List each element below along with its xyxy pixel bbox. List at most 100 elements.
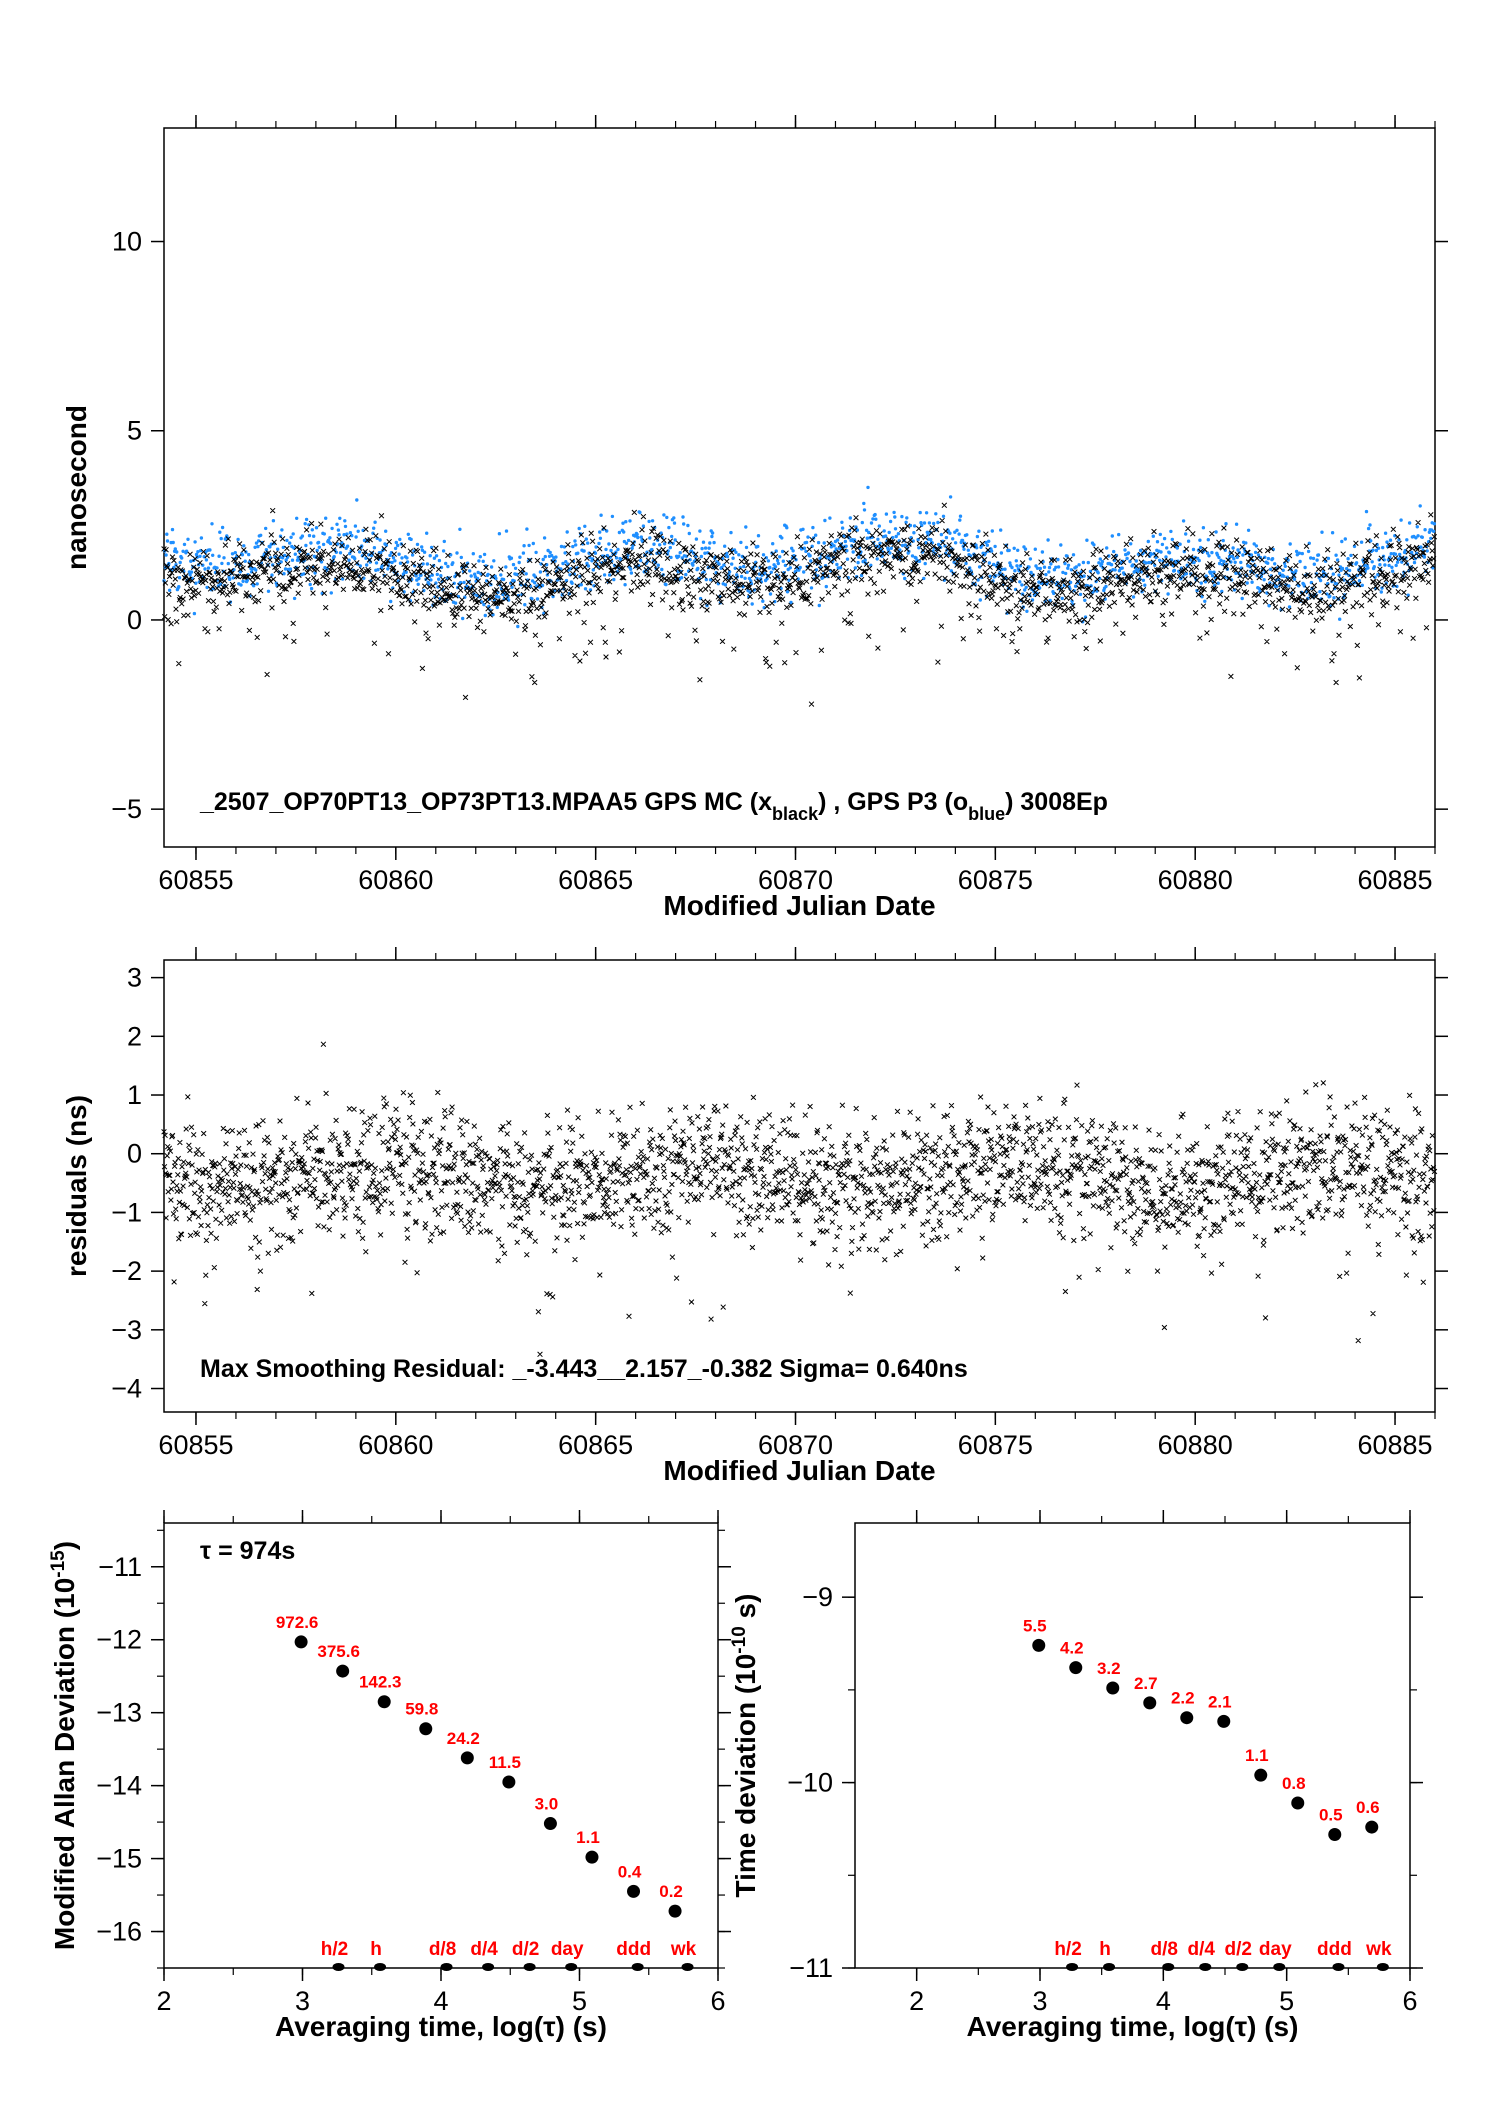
x-tick-label: 4 <box>1156 1986 1171 2016</box>
tau-annotation: τ = 974s <box>200 1537 295 1565</box>
x-tick-label: 60880 <box>1158 1430 1233 1460</box>
interval-marker <box>1162 1963 1175 1971</box>
residual-markers <box>161 1041 1438 1358</box>
point-label: 24.2 <box>447 1729 480 1748</box>
data-point <box>1291 1796 1305 1810</box>
interval-markers: h/2 h d/8 d/4 d/2 day ddd wk <box>1054 1939 1392 1971</box>
interval-marker-label: day <box>551 1939 584 1960</box>
interval-marker <box>482 1963 495 1971</box>
x-tick-label: 3 <box>295 1986 310 2016</box>
interval-marker <box>1066 1963 1079 1971</box>
interval-marker <box>1376 1963 1389 1971</box>
data-point <box>1106 1681 1120 1695</box>
data-point <box>1143 1696 1157 1710</box>
point-label: 0.4 <box>618 1862 642 1881</box>
interval-marker-label: ddd <box>616 1939 651 1960</box>
y-axis-label: nanosecond <box>61 405 92 570</box>
data-point <box>1254 1768 1268 1782</box>
black-markers <box>161 502 1438 707</box>
data-point <box>1069 1661 1083 1675</box>
x-tick-label: 60880 <box>1158 865 1233 895</box>
panel-residuals: 60855 60860 60865 60870 60875 60880 60885 −4 −3 −… <box>61 947 1448 1486</box>
y-tick-label: −11 <box>789 1953 833 1983</box>
interval-marker-label: h/2 <box>1054 1939 1081 1960</box>
interval-marker-label: d/2 <box>1225 1939 1252 1960</box>
plot-frame <box>163 959 1436 1413</box>
data-point <box>1365 1820 1379 1834</box>
x-tick-label: 60865 <box>558 1430 633 1460</box>
point-label: 0.5 <box>1319 1806 1343 1825</box>
y-tick-label: −1 <box>111 1197 142 1227</box>
interval-marker <box>440 1963 453 1971</box>
x-tick-label: 5 <box>572 1986 587 2016</box>
interval-marker-label: wk <box>1365 1939 1392 1960</box>
data-point <box>294 1635 308 1649</box>
y-tick-label: 3 <box>127 963 142 993</box>
interval-marker-label: d/8 <box>1151 1939 1178 1960</box>
data-point <box>336 1664 350 1678</box>
blue-markers <box>162 485 1436 629</box>
interval-marker <box>1236 1963 1249 1971</box>
x-tick-label: 5 <box>1279 1986 1294 2016</box>
x-tick-label: 60855 <box>158 865 233 895</box>
interval-marker <box>332 1963 345 1971</box>
point-label: 375.6 <box>317 1642 360 1661</box>
x-axis-label: Modified Julian Date <box>663 1455 935 1486</box>
x-tick-label: 60855 <box>158 1430 233 1460</box>
x-tick-label: 60860 <box>358 865 433 895</box>
point-label: 1.1 <box>1245 1746 1269 1765</box>
point-label: 0.2 <box>659 1882 683 1901</box>
point-label: 2.2 <box>1171 1689 1195 1708</box>
y-tick-label: −15 <box>96 1844 142 1874</box>
y-tick-label: −4 <box>111 1374 142 1404</box>
panel-mod-allan-deviation: 2 3 4 5 6 −16 −15 −14 −13 −12 −11 Averaging time, l… <box>48 1510 731 2042</box>
interval-marker-label: wk <box>670 1939 697 1960</box>
x-tick-label: 3 <box>1032 1986 1047 2016</box>
interval-marker-label: d/4 <box>470 1939 498 1960</box>
interval-marker-label: h <box>1099 1939 1111 1960</box>
data-point <box>1180 1711 1194 1725</box>
x-tick-label: 60875 <box>958 1430 1033 1460</box>
deviation-points: 972.6 375.6 142.359.8 24.2 11.5 3.0 1.1 0.4 0.2 <box>276 1613 683 1918</box>
x-tick-label: 60885 <box>1357 1430 1432 1460</box>
interval-marker <box>565 1963 578 1971</box>
x-tick-label: 6 <box>1402 1986 1417 2016</box>
y-tick-label: 1 <box>127 1080 142 1110</box>
x-tick-label: 60860 <box>358 1430 433 1460</box>
series-blue-points <box>162 485 1436 629</box>
residual-annotation: Max Smoothing Residual: _-3.443__2.157_-… <box>200 1355 968 1383</box>
point-label: 2.1 <box>1208 1692 1232 1711</box>
y-tick-label: −13 <box>96 1698 142 1728</box>
x-tick-label: 60885 <box>1357 865 1432 895</box>
y-tick-label: 2 <box>127 1021 142 1051</box>
y-tick-label: 10 <box>112 227 142 257</box>
plot-frame <box>163 1522 719 1969</box>
point-label: 972.6 <box>276 1613 319 1632</box>
interval-marker-label: d/4 <box>1188 1939 1216 1960</box>
point-label: 2.7 <box>1134 1674 1158 1693</box>
data-point <box>585 1850 599 1864</box>
point-label: 142.3 <box>359 1673 402 1692</box>
data-point <box>1328 1828 1342 1841</box>
x-axis-label: Averaging time, log(τ) (s) <box>967 2011 1299 2042</box>
point-label: 59.8 <box>405 1700 438 1719</box>
interval-marker <box>631 1963 644 1971</box>
data-point <box>460 1751 474 1765</box>
x-tick-label: 4 <box>433 1986 448 2016</box>
x-tick-label: 6 <box>710 1986 725 2016</box>
series-black-points <box>161 502 1438 707</box>
y-tick-label: 0 <box>127 1139 142 1169</box>
point-label: 3.2 <box>1097 1659 1121 1678</box>
data-point <box>1217 1714 1231 1728</box>
y-tick-label: −5 <box>111 794 142 824</box>
interval-marker <box>1199 1963 1212 1971</box>
interval-marker-label: d/2 <box>512 1939 539 1960</box>
data-point <box>543 1817 557 1831</box>
y-axis-label: Time deviation (10-10 s) <box>729 1594 762 1898</box>
interval-marker-label: day <box>1259 1939 1292 1960</box>
x-tick-label: 2 <box>909 1986 924 2016</box>
y-tick-label: −2 <box>111 1256 142 1286</box>
data-point <box>419 1722 433 1736</box>
y-axis-label: Modified Allan Deviation (10-15) <box>48 1541 81 1950</box>
